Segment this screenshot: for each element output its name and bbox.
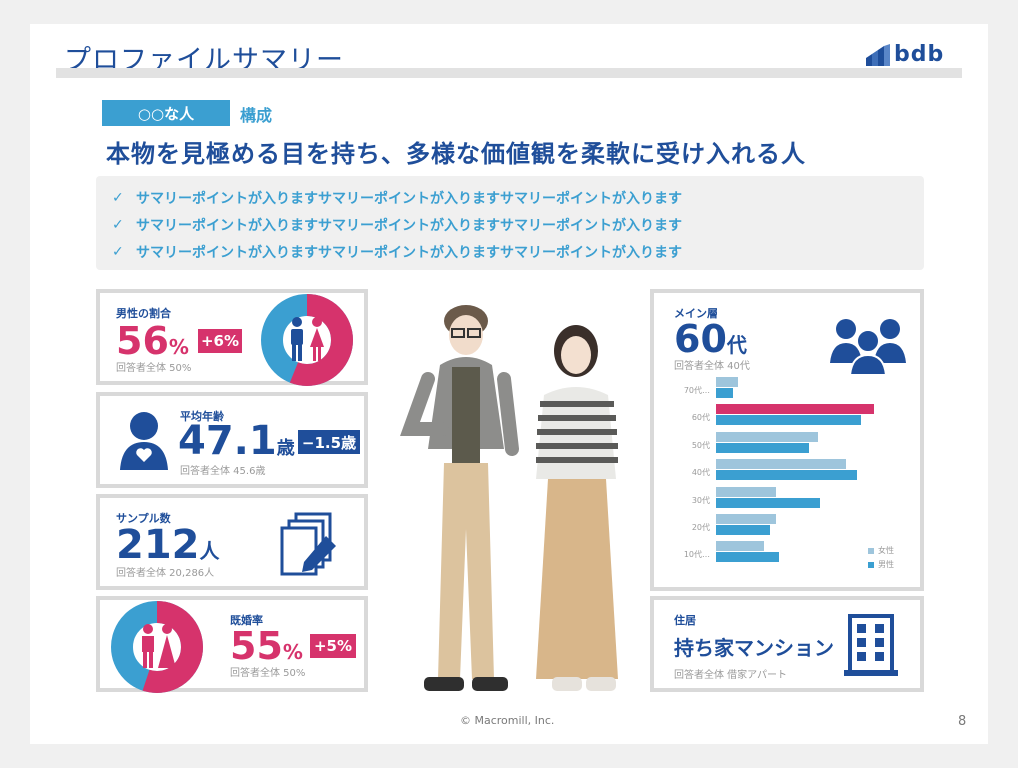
residence-label: 住居 bbox=[674, 614, 696, 627]
residence-baseline: 回答者全体 借家アパート bbox=[674, 670, 787, 681]
age-bar-chart: 70代… 60代 50代 40代 30代 20代 10代… bbox=[684, 377, 906, 567]
chart-bar-female bbox=[716, 514, 776, 524]
male-ratio-label: 男性の割合 bbox=[116, 307, 171, 320]
avg-age-card: 平均年齢 47.1歳 −1.5歳 回答者全体 45.6歳 bbox=[96, 392, 368, 488]
chart-bar-male bbox=[716, 497, 821, 508]
married-share-arc bbox=[111, 601, 203, 693]
chart-tick-label: 40代 bbox=[691, 468, 710, 478]
check-icon: ✓ bbox=[112, 243, 124, 260]
legend-item-female: 女性 bbox=[868, 545, 894, 556]
chart-tick-label: 60代 bbox=[691, 413, 710, 423]
chart-row: 30代 bbox=[692, 486, 956, 513]
summary-text: サマリーポイントが入りますサマリーポイントが入りますサマリーポイントが入ります bbox=[136, 217, 682, 234]
chart-row: 40代 bbox=[692, 459, 956, 485]
avg-age-diff-badge: −1.5歳 bbox=[298, 430, 360, 454]
persona-illustration bbox=[400, 305, 618, 691]
chart-bar-male bbox=[716, 470, 858, 481]
chart-row: 50代 bbox=[692, 431, 956, 458]
chart-bar-female bbox=[716, 486, 776, 497]
chart-bar-female bbox=[716, 459, 847, 470]
sample-label: サンプル数 bbox=[116, 512, 171, 525]
chart-bar-male bbox=[716, 415, 862, 426]
chart-tick-label: 50代 bbox=[691, 440, 710, 450]
legend-item-male: 男性 bbox=[868, 559, 894, 570]
married-baseline: 回答者全体 50% bbox=[230, 668, 306, 679]
copyright: © Macromill, Inc. bbox=[460, 714, 555, 727]
title-underline bbox=[56, 68, 962, 78]
residence-card: 住居 持ち家マンション 回答者全体 借家アパート bbox=[650, 596, 924, 692]
summary-item: ✓ サマリーポイントが入りますサマリーポイントが入りますサマリーポイントが入りま… bbox=[112, 238, 924, 265]
woman-figure bbox=[536, 325, 618, 691]
legend-swatch-male bbox=[868, 561, 874, 568]
summary-text: サマリーポイントが入りますサマリーポイントが入りますサマリーポイントが入ります bbox=[136, 244, 682, 261]
page-number: 8 bbox=[958, 714, 967, 729]
legend-swatch-female bbox=[868, 547, 874, 554]
male-ratio-value: 56% bbox=[116, 319, 189, 363]
logo: bdb bbox=[866, 42, 944, 67]
chart-bar-female bbox=[716, 404, 875, 415]
documents-pen-icon bbox=[280, 512, 336, 576]
main-layer-card: メイン層 60代 回答者全体 40代 70代… 60代 50代 40代 30代 20代 10… bbox=[650, 289, 924, 591]
chart-tick-label: 30代 bbox=[691, 495, 710, 505]
residence-value: 持ち家マンション bbox=[674, 636, 834, 660]
man-figure bbox=[400, 305, 519, 691]
chart-bar-male bbox=[716, 388, 733, 398]
persona-tag-sub: 構成 bbox=[240, 106, 273, 125]
bdb-logo-icon bbox=[866, 43, 890, 66]
avg-age-label: 平均年齢 bbox=[180, 410, 224, 423]
chart-row: 10代… bbox=[684, 541, 956, 567]
male-share-arc bbox=[261, 294, 353, 386]
male-ratio-baseline: 回答者全体 50% bbox=[116, 363, 192, 374]
main-layer-label: メイン層 bbox=[674, 307, 718, 320]
sample-card: サンプル数 212人 回答者全体 20,286人 bbox=[96, 494, 368, 590]
avg-age-baseline: 回答者全体 45.6歳 bbox=[180, 466, 266, 477]
married-donut bbox=[111, 601, 203, 693]
chart-bar-female bbox=[716, 541, 765, 552]
chart-bar-female bbox=[716, 377, 739, 387]
chart-bar-male bbox=[716, 442, 809, 453]
married-label: 既婚率 bbox=[230, 614, 263, 627]
person-heart-icon bbox=[120, 412, 168, 470]
avg-age-value: 47.1歳 bbox=[178, 418, 295, 464]
main-layer-baseline: 回答者全体 40代 bbox=[674, 361, 750, 372]
chart-bar-male bbox=[716, 525, 770, 535]
group-icon bbox=[830, 319, 906, 375]
chart-bar-male bbox=[716, 552, 780, 563]
summary-item: ✓ サマリーポイントが入りますサマリーポイントが入りますサマリーポイントが入りま… bbox=[112, 184, 924, 211]
male-ratio-donut bbox=[261, 294, 353, 386]
chart-bar-female bbox=[716, 431, 819, 442]
chart-tick-label: 20代 bbox=[691, 523, 710, 532]
chart-row: 70代… bbox=[684, 377, 956, 403]
chart-row: 20代 bbox=[692, 514, 956, 540]
married-value: 55% bbox=[230, 624, 303, 668]
male-ratio-diff-badge: +6% bbox=[198, 329, 242, 353]
logo-text: bdb bbox=[894, 42, 945, 67]
married-diff-badge: +5% bbox=[310, 634, 356, 658]
slide: プロファイルサマリー bdb ○○な人 構成 本物を見極める目を持ち、多様な価値… bbox=[30, 24, 988, 744]
couple-icon bbox=[142, 624, 176, 668]
persona-tag: ○○な人 bbox=[102, 100, 230, 126]
legend-label-female: 女性 bbox=[878, 546, 894, 555]
legend-label-male: 男性 bbox=[878, 560, 894, 569]
persona-headline: 本物を見極める目を持ち、多様な価値観を柔軟に受け入れる人 bbox=[106, 140, 806, 168]
check-icon: ✓ bbox=[112, 189, 124, 206]
building-icon bbox=[844, 614, 898, 676]
male-female-icon bbox=[291, 317, 324, 361]
main-layer-value: 60代 bbox=[674, 317, 747, 361]
male-ratio-card: 男性の割合 56% +6% 回答者全体 50% bbox=[96, 289, 368, 386]
chart-tick-label: 10代… bbox=[683, 550, 710, 560]
check-icon: ✓ bbox=[112, 216, 124, 233]
summary-box: ✓ サマリーポイントが入りますサマリーポイントが入りますサマリーポイントが入りま… bbox=[96, 176, 924, 270]
sample-value: 212人 bbox=[116, 522, 220, 568]
summary-text: サマリーポイントが入りますサマリーポイントが入りますサマリーポイントが入ります bbox=[136, 190, 682, 207]
summary-item: ✓ サマリーポイントが入りますサマリーポイントが入りますサマリーポイントが入りま… bbox=[112, 211, 924, 238]
chart-row: 60代 bbox=[692, 404, 956, 430]
married-card: 既婚率 55% +5% 回答者全体 50% bbox=[96, 596, 368, 693]
sample-baseline: 回答者全体 20,286人 bbox=[116, 568, 215, 579]
chart-tick-label: 70代… bbox=[683, 386, 710, 395]
